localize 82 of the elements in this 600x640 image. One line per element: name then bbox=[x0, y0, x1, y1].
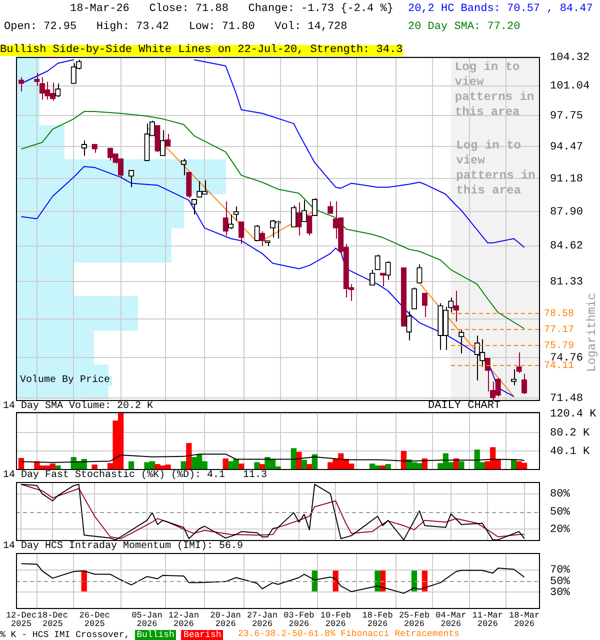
candlestick bbox=[385, 260, 391, 280]
candlestick bbox=[160, 130, 166, 156]
chart-title: 18-Mar-26 Close: 71.88 Change: -1.73 {-2.4 %} bbox=[70, 3, 394, 15]
candlestick bbox=[416, 264, 422, 284]
candlestick bbox=[228, 214, 234, 230]
candlestick bbox=[254, 224, 260, 242]
candlestick bbox=[301, 200, 308, 222]
band-label: Log in to view patterns in this area bbox=[454, 60, 534, 120]
candlestick bbox=[81, 140, 87, 156]
y-tick-label: 20% bbox=[550, 524, 570, 536]
chart-title: 14 Day Fast Stochastic (%K) (%D): 4.1 11.3 bbox=[3, 470, 268, 481]
text: Bullish bbox=[134, 630, 176, 640]
x-tick-label: 11-Mar 2026 bbox=[472, 610, 503, 629]
text: 20,2 HC Bands: 70.57 , 84.47 bbox=[408, 3, 593, 15]
candlestick bbox=[290, 204, 297, 228]
x-tick-label: 12-Jan 2026 bbox=[168, 610, 199, 629]
y-tick-label: 80.2 K bbox=[550, 427, 590, 440]
x-tick-label: 26-Dec 2025 bbox=[79, 610, 110, 629]
x-tick-label: 18-Feb 2026 bbox=[362, 610, 393, 629]
y-tick-label: 84.62 bbox=[550, 240, 584, 253]
candlestick bbox=[374, 254, 380, 270]
candlestick bbox=[422, 292, 428, 318]
y-tick-label: 50% bbox=[550, 506, 570, 518]
candlestick bbox=[18, 76, 24, 92]
x-tick-label: 25-Feb 2026 bbox=[398, 610, 430, 629]
y-tick-label: 40.1 K bbox=[550, 446, 590, 458]
y-tick-label: 91.18 bbox=[550, 173, 584, 186]
y-tick-label: 87.90 bbox=[550, 206, 584, 218]
candlestick bbox=[453, 290, 459, 322]
candlestick bbox=[222, 200, 228, 236]
candlestick bbox=[180, 158, 187, 176]
chart-subtitle: Open: 72.95 High: 73.42 Low: 71.80 Vol: 14,728 bbox=[4, 21, 348, 33]
x-tick-label: 12-Dec 2025 bbox=[6, 610, 37, 629]
legend-title: % K - HCS IMI Crossover, bbox=[0, 630, 130, 640]
text: Bearish bbox=[181, 630, 224, 640]
y-tick-label: 120.4 K bbox=[550, 408, 597, 421]
bar bbox=[186, 443, 192, 470]
annotation: DAILY CHART bbox=[428, 400, 501, 412]
y-tick-label: 80% bbox=[550, 488, 570, 501]
y-tick-label: 30% bbox=[550, 587, 570, 600]
candlestick bbox=[55, 83, 61, 98]
ref-line-label: 74.11 bbox=[544, 361, 574, 372]
x-tick-label: 10-Feb 2026 bbox=[320, 610, 351, 629]
candlestick bbox=[328, 200, 334, 214]
candlestick bbox=[238, 221, 244, 244]
candlestick bbox=[312, 198, 318, 216]
ref-line-label: 75.79 bbox=[544, 341, 574, 352]
candlestick bbox=[306, 215, 312, 236]
candlestick bbox=[411, 287, 418, 310]
candlestick bbox=[516, 352, 522, 374]
text: Volume By Price bbox=[18, 375, 112, 386]
candlestick bbox=[128, 170, 134, 188]
x-tick-label: 18-Mar 2026 bbox=[508, 610, 540, 629]
candlestick bbox=[521, 373, 528, 395]
ref-line-label: 77.17 bbox=[544, 325, 574, 336]
y-axis-title: Logarithmic bbox=[585, 292, 599, 372]
y-tick-label: 81.33 bbox=[550, 276, 584, 289]
y-tick-label: 50% bbox=[550, 576, 570, 588]
candlestick bbox=[165, 133, 171, 147]
x-tick-label: 03-Feb 2026 bbox=[284, 610, 314, 629]
chart-title: 14 Day SMA Volume: 20.2 K bbox=[3, 401, 154, 412]
candlestick bbox=[369, 269, 376, 286]
x-tick-label: 05-Jan 2026 bbox=[132, 610, 162, 629]
y-tick-label: 104.32 bbox=[550, 52, 590, 64]
text: Bullish Side-by-Side White Lines on 22-Jul-20, Strength: 34.3 bbox=[0, 44, 403, 56]
candlestick bbox=[233, 206, 239, 222]
y-tick-label: 70% bbox=[550, 564, 570, 577]
x-tick-label: 18-Dec 2025 bbox=[37, 610, 68, 629]
y-tick-label: 101.04 bbox=[550, 80, 590, 93]
y-tick-label: 97.75 bbox=[550, 110, 584, 123]
x-tick-label: 20-Jan 2026 bbox=[210, 610, 241, 629]
candlestick bbox=[406, 310, 412, 341]
candlestick bbox=[296, 202, 302, 236]
y-tick-label: 71.48 bbox=[550, 393, 584, 405]
x-tick-label: 27-Jan 2026 bbox=[246, 610, 278, 629]
text: 23.6-38.2-50-61.8% Fibonacci Retracements bbox=[238, 629, 460, 639]
text: 20 Day SMA: 77.20 bbox=[408, 21, 520, 33]
y-tick-label: 94.47 bbox=[550, 141, 584, 154]
x-tick-label: 04-Mar 2026 bbox=[436, 610, 466, 629]
chart-title: 14 Day HCS Intraday Momentum (IMI): 56.9 bbox=[3, 541, 244, 552]
ref-line-label: 78.58 bbox=[544, 309, 574, 320]
annotation: Log in to view patterns in this area bbox=[456, 138, 536, 198]
